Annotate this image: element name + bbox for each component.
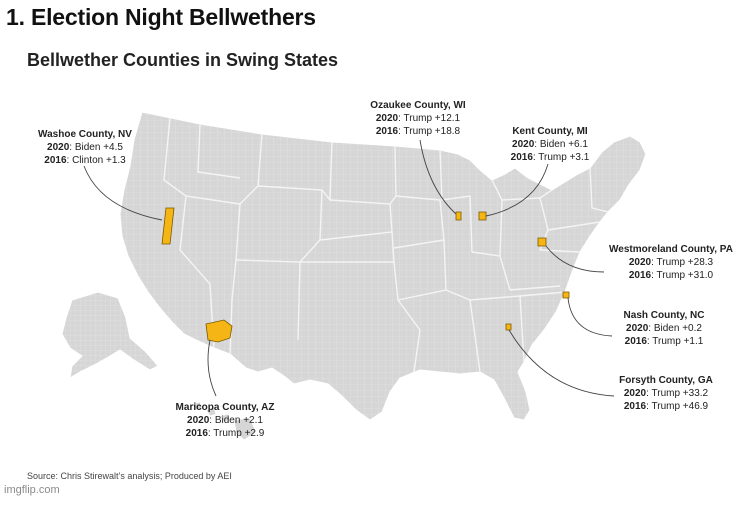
county-name: Forsyth County, GA [619,375,713,386]
year-2020: 2020 [626,323,649,334]
label-forsyth: Forsyth County, GA 2020: Trump +33.2 201… [606,374,726,413]
label-kent: Kent County, MI 2020: Biden +6.1 2016: T… [496,125,604,164]
leader-ozaukee [419,139,457,215]
county-name: Nash County, NC [623,310,705,321]
kent-county-shape [478,211,487,221]
imgflip-watermark: imgflip.com [4,484,60,496]
year-2016: 2016 [375,126,399,137]
nash-county-shape [562,291,570,299]
year-2020: 2020 [628,257,652,268]
leader-maricopa [207,339,217,397]
forsyth-county-shape [505,323,512,331]
leader-nash [567,297,613,337]
year-2020: 2020 [187,415,210,426]
county-name: Westmoreland County, PA [609,244,733,255]
highlighted-counties [161,207,570,343]
hawaii-shape [191,401,257,441]
alaska-shape [61,291,159,379]
map-title: Bellwether Counties in Swing States [27,50,339,70]
result-2016: : Trump +31.0 [651,270,714,281]
leader-washoe [83,165,163,221]
county-name: Kent County, MI [512,126,588,137]
year-2020: 2020 [512,139,535,150]
year-2020: 2020 [623,388,647,399]
result-2020: : Biden +2.1 [209,415,263,426]
year-2016: 2016 [624,336,647,347]
ozaukee-county-shape [455,211,462,221]
result-2016: : Trump +18.8 [398,126,461,137]
year-2020: 2020 [47,142,70,153]
label-nash: Nash County, NC 2020: Biden +0.2 2016: T… [606,309,722,348]
result-2016: : Trump +2.9 [207,428,265,439]
maricopa-county-shape [205,319,233,343]
year-2016: 2016 [628,270,652,281]
county-name: Maricopa County, AZ [175,402,275,413]
result-2016: : Trump +3.1 [532,152,590,163]
result-2020: : Trump +33.2 [646,388,709,399]
label-westmoreland: Westmoreland County, PA 2020: Trump +28.… [596,243,746,282]
leader-westmoreland [545,245,605,273]
result-2020: : Biden +0.2 [648,323,702,334]
result-2020: : Biden +6.1 [534,139,588,150]
leader-kent [485,163,549,217]
page-heading: 1. Election Night Bellwethers [6,4,316,30]
result-2016: : Clinton +1.3 [66,155,126,166]
county-name: Washoe County, NV [38,129,132,140]
westmoreland-county-shape [537,237,547,247]
source-note: Source: Chris Stirewalt’s analysis; Prod… [27,471,232,481]
result-2020: : Trump +12.1 [398,113,461,124]
label-washoe: Washoe County, NV 2020: Biden +4.5 2016:… [22,128,148,167]
result-2020: : Trump +28.3 [651,257,714,268]
contiguous-us-shape [119,111,647,421]
year-2016: 2016 [623,401,647,412]
label-maricopa: Maricopa County, AZ 2020: Biden +2.1 201… [162,401,288,440]
washoe-county-shape [161,207,175,245]
year-2016: 2016 [44,155,67,166]
result-2016: : Trump +46.9 [646,401,709,412]
leader-lines [83,139,615,397]
year-2016: 2016 [185,428,208,439]
result-2016: : Trump +1.1 [646,336,704,347]
year-2016: 2016 [510,152,533,163]
county-name: Ozaukee County, WI [370,100,466,111]
state-borders [163,117,609,373]
year-2020: 2020 [375,113,399,124]
leader-forsyth [508,329,615,397]
label-ozaukee: Ozaukee County, WI 2020: Trump +12.1 201… [358,99,478,138]
result-2020: : Biden +4.5 [69,142,123,153]
